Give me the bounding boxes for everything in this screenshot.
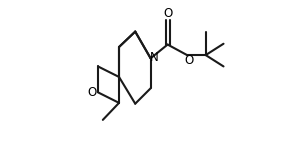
Text: O: O xyxy=(87,86,97,99)
Text: N: N xyxy=(150,51,159,64)
Text: O: O xyxy=(163,7,172,20)
Text: O: O xyxy=(184,54,193,67)
